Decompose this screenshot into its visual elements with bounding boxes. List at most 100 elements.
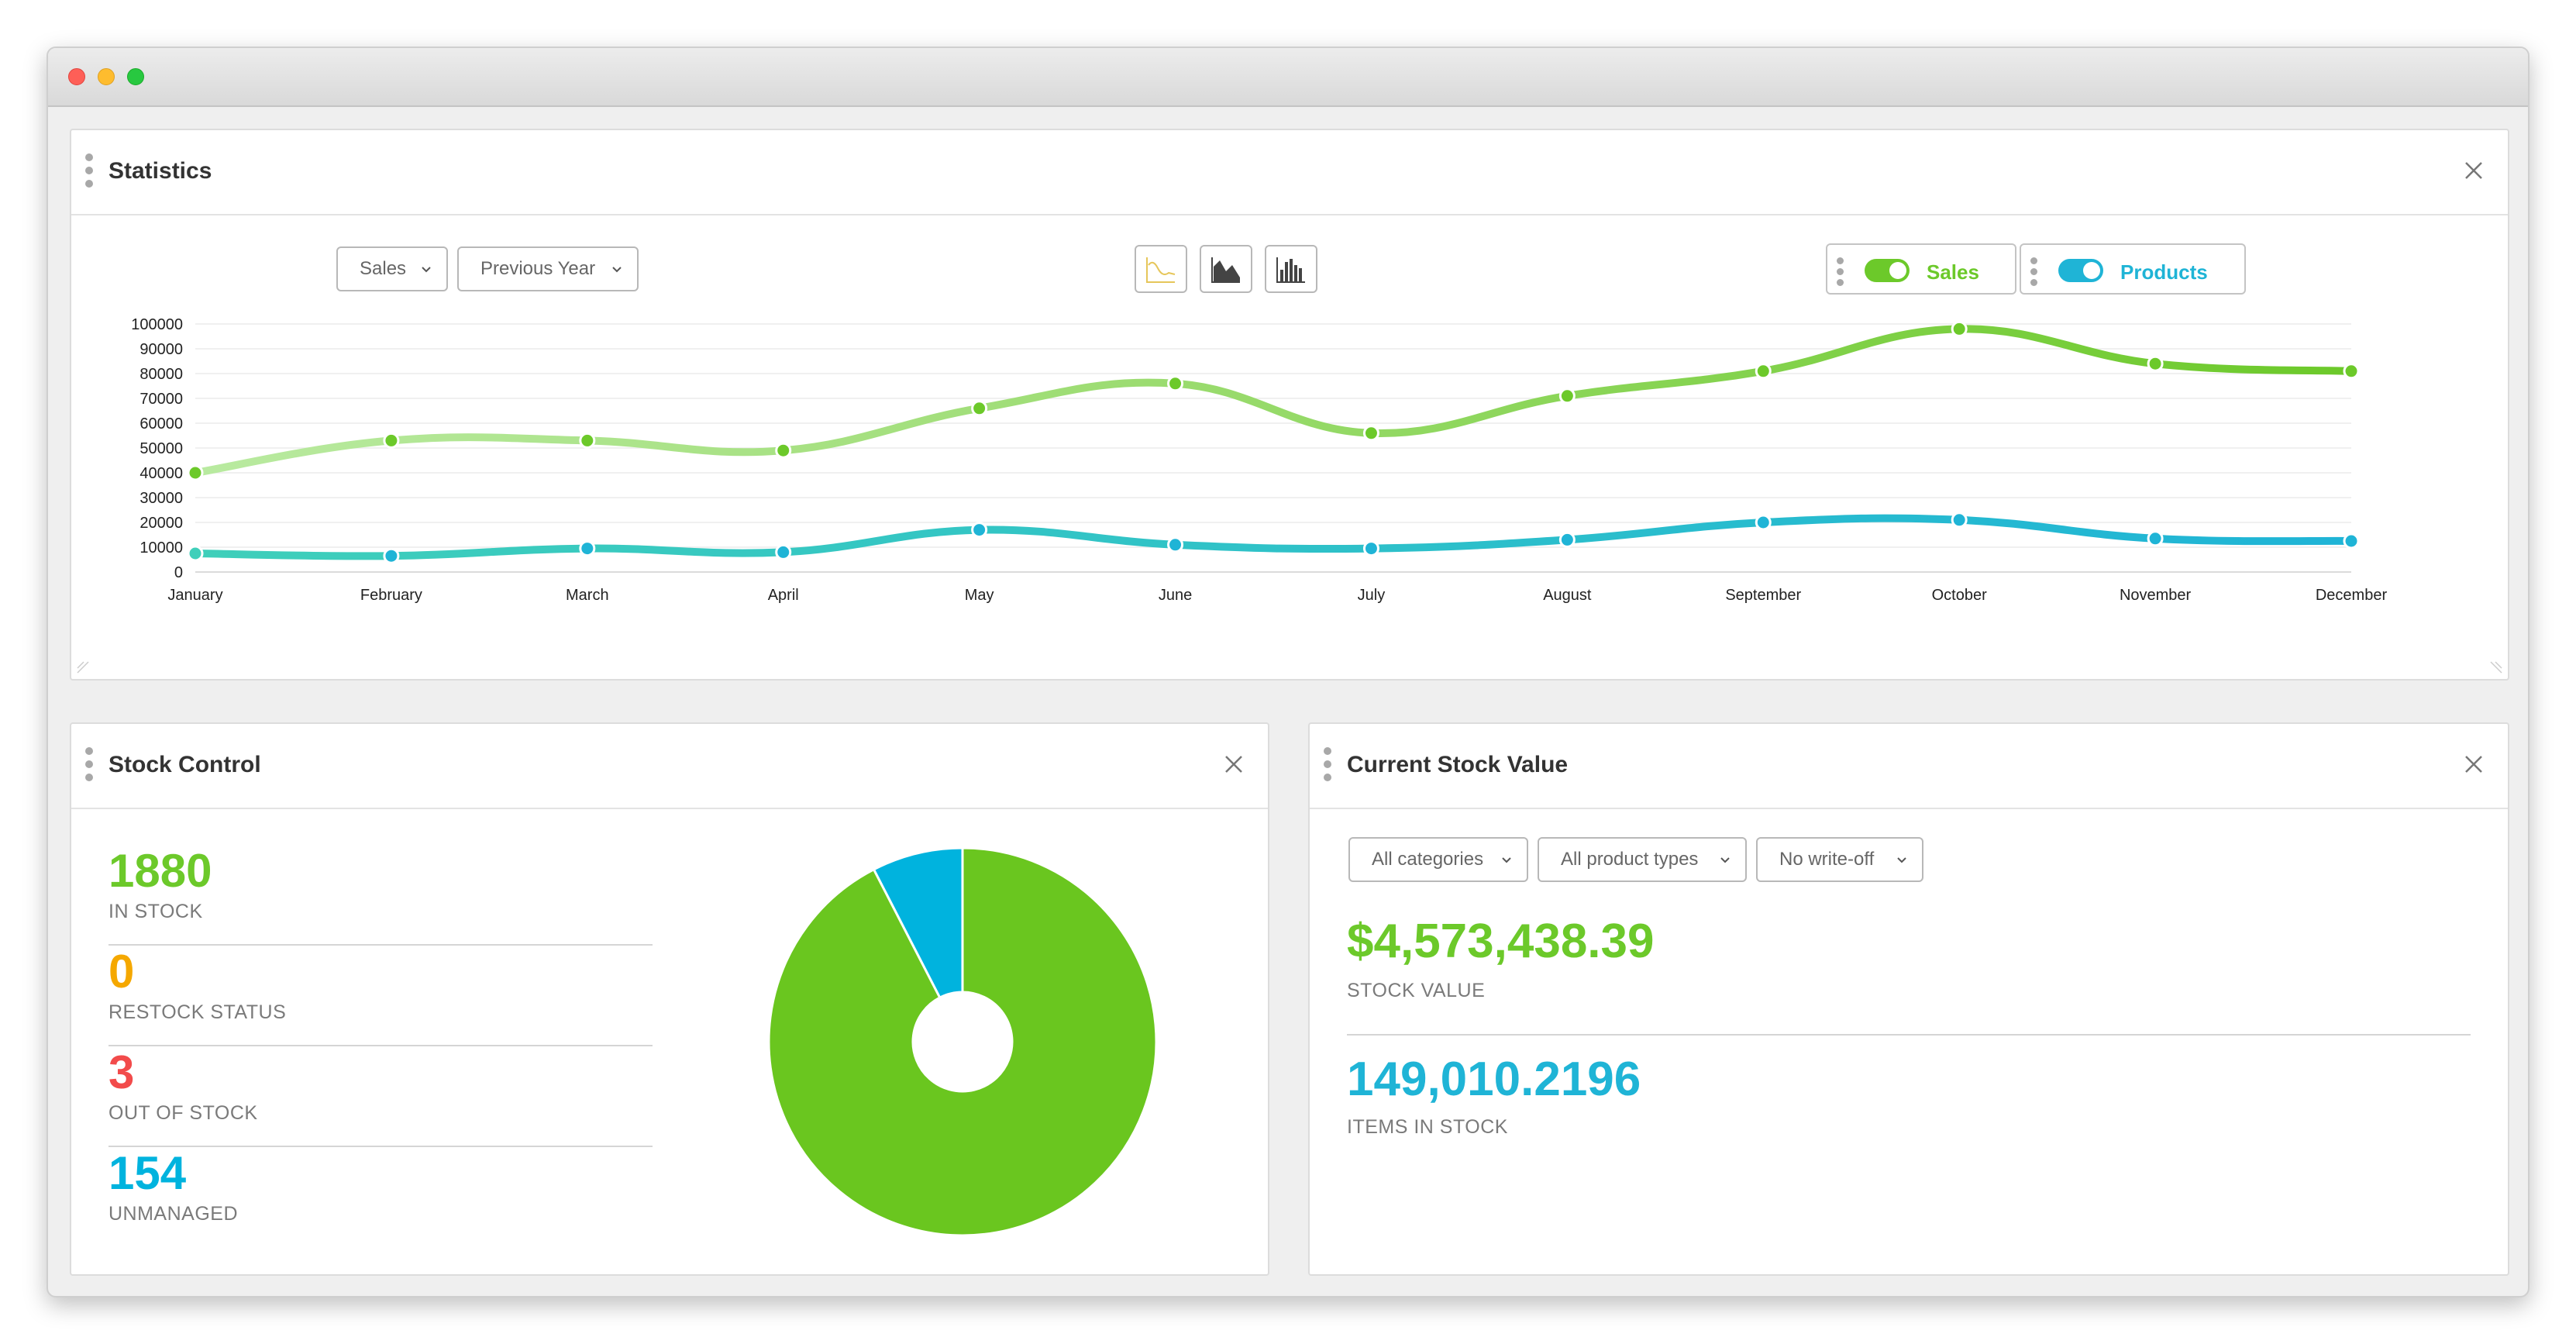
- x-tick-label: April: [768, 587, 799, 604]
- sales-series-line: [191, 325, 2355, 477]
- maximize-window-button[interactable]: [127, 68, 144, 85]
- panel-title: Stock Control: [108, 752, 261, 777]
- sales-data-point[interactable]: [1755, 363, 1772, 380]
- in-stock-slice[interactable]: [767, 846, 1158, 1237]
- chevron-down-icon: [1897, 857, 1906, 863]
- x-tick-label: October: [1932, 587, 1987, 604]
- products-toggle-label: Products: [2120, 260, 2208, 284]
- chevron-down-icon: [1502, 857, 1511, 863]
- close-icon[interactable]: [2461, 158, 2486, 183]
- unmanaged-metric: 154 UNMANAGED: [108, 1150, 653, 1225]
- x-tick-label: July: [1358, 587, 1386, 604]
- panel-title: Statistics: [108, 158, 212, 184]
- sales-data-point[interactable]: [383, 432, 400, 449]
- category-filter[interactable]: All categories: [1348, 837, 1528, 882]
- unmanaged-label: UNMANAGED: [108, 1203, 239, 1225]
- metric-select[interactable]: Sales: [336, 246, 448, 291]
- x-tick-label: March: [566, 587, 609, 604]
- x-tick-label: May: [965, 587, 994, 604]
- sales-data-point[interactable]: [579, 432, 596, 449]
- sales-data-point[interactable]: [187, 464, 204, 481]
- current-stock-value-panel: Current Stock Value All categories All p…: [1308, 722, 2509, 1276]
- products-data-point[interactable]: [2343, 532, 2360, 550]
- drag-handle-icon[interactable]: [85, 153, 95, 192]
- products-data-point[interactable]: [383, 547, 400, 564]
- y-tick-label: 0: [174, 564, 183, 581]
- close-window-button[interactable]: [68, 68, 85, 85]
- products-series-toggle[interactable]: Products: [2020, 243, 2246, 295]
- out-of-stock-value: 3: [108, 1046, 135, 1098]
- sales-data-point[interactable]: [1558, 388, 1576, 405]
- stock-value-amount: $4,573,438.39: [1347, 915, 1655, 968]
- x-tick-label: December: [2316, 587, 2388, 604]
- panel-title: Current Stock Value: [1347, 752, 1569, 777]
- sales-data-point[interactable]: [1362, 425, 1379, 442]
- bar-chart-icon: [1276, 257, 1305, 283]
- period-select[interactable]: Previous Year: [457, 246, 639, 291]
- y-tick-label: 90000: [139, 341, 183, 358]
- sales-toggle-label: Sales: [1927, 260, 1979, 284]
- period-select-value: Previous Year: [480, 258, 596, 279]
- resize-handle-icon[interactable]: [2489, 660, 2503, 674]
- items-in-stock-amount: 149,010.2196: [1347, 1053, 1641, 1106]
- x-tick-label: June: [1159, 587, 1192, 604]
- in-stock-value: 1880: [108, 845, 212, 897]
- resize-handle-icon[interactable]: [76, 660, 90, 674]
- y-tick-label: 50000: [139, 440, 183, 457]
- x-tick-label: November: [2120, 587, 2192, 604]
- products-data-point[interactable]: [579, 540, 596, 557]
- products-data-point[interactable]: [1558, 531, 1576, 548]
- write-off-filter[interactable]: No write-off: [1756, 837, 1923, 882]
- stock-pie-chart: [767, 846, 1158, 1237]
- products-data-point[interactable]: [1362, 540, 1379, 557]
- products-data-point[interactable]: [187, 545, 204, 562]
- products-switch[interactable]: [2058, 259, 2103, 282]
- close-icon[interactable]: [1221, 752, 1246, 777]
- in-stock-metric: 1880 IN STOCK: [108, 848, 653, 923]
- products-series-line: [191, 514, 2355, 560]
- products-data-point[interactable]: [1167, 536, 1184, 553]
- restock-label: RESTOCK STATUS: [108, 1001, 287, 1023]
- restock-metric: 0 RESTOCK STATUS: [108, 949, 653, 1024]
- divider: [108, 944, 653, 946]
- chevron-down-icon: [612, 267, 622, 273]
- y-tick-label: 80000: [139, 366, 183, 383]
- close-icon[interactable]: [2461, 752, 2486, 777]
- metric-select-value: Sales: [360, 258, 407, 279]
- line-chart-button[interactable]: [1135, 245, 1187, 293]
- chevron-down-icon: [422, 267, 431, 273]
- panel-header: Current Stock Value: [1310, 724, 2508, 809]
- sales-data-point[interactable]: [2147, 355, 2164, 372]
- x-tick-label: January: [167, 587, 222, 604]
- bar-chart-button[interactable]: [1265, 245, 1317, 293]
- products-data-point[interactable]: [1951, 512, 1968, 529]
- sales-switch[interactable]: [1865, 259, 1910, 282]
- products-data-point[interactable]: [971, 522, 988, 539]
- drag-handle-icon: [1837, 257, 1844, 290]
- sales-data-point[interactable]: [1951, 320, 1968, 337]
- products-data-point[interactable]: [1755, 514, 1772, 531]
- product-type-filter[interactable]: All product types: [1538, 837, 1747, 882]
- window-titlebar: [48, 48, 2528, 107]
- drag-handle-icon[interactable]: [1324, 747, 1333, 786]
- drag-handle-icon[interactable]: [85, 747, 95, 786]
- sales-data-point[interactable]: [775, 442, 792, 459]
- area-chart-button[interactable]: [1200, 245, 1252, 293]
- unmanaged-slice[interactable]: [872, 846, 964, 1000]
- sales-data-point[interactable]: [1167, 375, 1184, 392]
- x-tick-label: August: [1543, 587, 1592, 604]
- minimize-window-button[interactable]: [98, 68, 115, 85]
- sales-line-chart: 0 10000 20000 30000 40000 50000 60000 70000 8000…: [131, 316, 2388, 604]
- y-tick-label: 20000: [139, 515, 183, 532]
- sales-data-point[interactable]: [971, 400, 988, 417]
- divider: [108, 1045, 653, 1046]
- stock-value-label: STOCK VALUE: [1347, 980, 1486, 1001]
- products-data-point[interactable]: [2147, 530, 2164, 547]
- y-tick-label: 100000: [131, 316, 183, 333]
- sales-series-toggle[interactable]: Sales: [1826, 243, 2016, 295]
- category-filter-value: All categories: [1372, 849, 1484, 870]
- y-tick-label: 30000: [139, 490, 183, 507]
- divider: [1347, 1034, 2471, 1036]
- sales-data-point[interactable]: [2343, 363, 2360, 380]
- products-data-point[interactable]: [775, 543, 792, 560]
